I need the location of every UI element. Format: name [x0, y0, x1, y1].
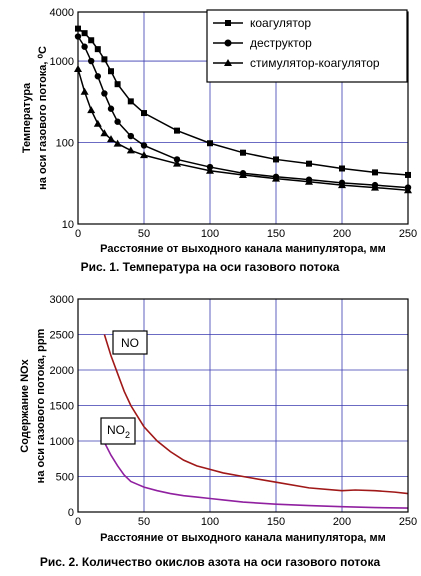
chart2-y-tick-label: 1500 [50, 401, 74, 413]
chart1-point-triangle [126, 146, 135, 154]
chart1-point-square [127, 98, 134, 105]
chart1-point-square [273, 156, 279, 163]
chart1-y-tick-labels: 10 100 1000 4000 [50, 7, 74, 231]
chart1-legend: коагулятор деструктор стимулятор-коагуля… [206, 9, 408, 83]
chart1-x-tick-label: 100 [201, 228, 219, 240]
annotation-no-label: NO [121, 336, 139, 350]
annotation-no2-box [100, 417, 136, 445]
chart1-y-tick-label: 4000 [50, 7, 74, 19]
chart1-x-tick-label: 150 [267, 228, 285, 240]
chart1-y-tick-label: 1000 [50, 56, 74, 68]
chart1-point-triangle [107, 135, 115, 143]
chart2-y-tick-label: 2000 [50, 365, 74, 377]
chart1-point-circle [94, 73, 102, 80]
chart2-caption: Рис. 2. Количество окислов азота на оси … [40, 555, 381, 569]
chart2-series-line-no2 [103, 442, 409, 509]
chart2-x-tick-label: 0 [75, 516, 81, 528]
chart2-series-line-no [103, 334, 409, 495]
chart1-point-circle [81, 43, 88, 50]
chart1-point-triangle [87, 106, 96, 114]
chart1-point-square [372, 169, 378, 176]
legend-circle-marker-icon [224, 39, 232, 47]
legend-label-destruktor: деструктор [250, 36, 312, 50]
chart1-point-triangle [371, 183, 379, 191]
annotation-no2: NO2 [100, 417, 136, 445]
chart1-point-square [339, 165, 345, 172]
chart2-x-tick-label: 150 [267, 516, 285, 528]
chart1-point-circle [140, 142, 148, 149]
chart1-point-square [141, 110, 147, 117]
chart2-y-axis-label-line2: на оси газового потока, ppm [35, 328, 47, 483]
legend-label-koagulator: коагулятор [250, 16, 311, 30]
chart1-point-triangle [272, 174, 280, 182]
chart2-x-tick-label: 250 [399, 516, 417, 528]
chart2-y-tick-label: 3000 [50, 294, 74, 306]
chart1-point-circle [107, 105, 115, 112]
chart2-y-tick-label: 0 [68, 507, 74, 519]
chart1-caption: Рис. 1. Температура на оси газового пото… [81, 260, 340, 274]
chart1-y-tick-label: 100 [56, 138, 74, 150]
chart1-point-triangle [113, 139, 122, 147]
annotation-no-box [112, 330, 148, 355]
chart1-point-triangle [140, 151, 148, 159]
chart2-y-tick-label: 500 [56, 472, 74, 484]
chart2-x-tick-label: 200 [333, 516, 351, 528]
chart1-point-square [174, 127, 180, 134]
chart2-y-tick-label: 2500 [50, 330, 74, 342]
chart1-y-axis-label-line1: Температура [21, 82, 33, 153]
chart1-point-triangle [239, 170, 247, 178]
chart1-x-axis-label: Расстояние от выходного канала манипулят… [100, 243, 386, 255]
chart1-point-circle [101, 90, 108, 97]
chart1-point-square [114, 81, 121, 88]
legend-label-stimulator: стимулятор-коагулятор [250, 56, 380, 70]
chart1-point-circle [88, 57, 95, 65]
chart1-x-tick-label: 250 [399, 228, 417, 240]
annotation-no2-label: NO2 [107, 423, 130, 440]
chart1-legend-box [206, 9, 408, 83]
chart1-point-square [81, 30, 88, 37]
chart1-point-triangle [305, 177, 313, 185]
chart1-point-circle [114, 118, 121, 125]
chart1-x-tick-label: 200 [333, 228, 351, 240]
chart1-point-circle [127, 132, 134, 140]
chart2-y-tick-labels: 0 500 1000 1500 2000 2500 3000 [50, 294, 74, 519]
chart1-point-triangle [93, 119, 102, 127]
chart1-point-square [240, 149, 246, 156]
chart2-x-tick-label: 50 [138, 516, 150, 528]
chart1-x-tick-label: 50 [138, 228, 150, 240]
annotation-no2-text: NO [107, 423, 125, 437]
chart1-point-triangle [173, 159, 181, 167]
nox-chart: 0 50 100 150 200 250 0 500 1000 1500 2000 2500 3000… [19, 294, 417, 569]
chart2-x-tick-labels: 0 50 100 150 200 250 [75, 516, 417, 528]
legend-square-marker-icon [225, 20, 231, 26]
chart1-point-circle [173, 156, 181, 163]
chart1-point-square [207, 140, 213, 147]
chart1-point-triangle [80, 87, 89, 95]
chart2-plot-frame [77, 298, 409, 513]
temperature-chart: 0 50 100 150 200 250 10 100 1000 4000 Расстояние… [21, 7, 417, 274]
chart2-x-tick-label: 100 [201, 516, 219, 528]
annotation-no: NO [112, 330, 148, 355]
chart1-point-square [101, 56, 108, 63]
chart1-point-triangle [100, 129, 109, 137]
chart1-point-triangle [206, 166, 214, 174]
chart1-y-tick-label: 10 [62, 219, 74, 231]
chart2-y-axis-label-line1: Содержание NOx [19, 358, 31, 452]
chart1-y-axis-label-line2: на оси газового потока, ⁰С [37, 46, 49, 190]
chart1-x-tick-label: 0 [75, 228, 81, 240]
chart1-point-square [306, 160, 312, 167]
chart1-point-triangle [338, 181, 346, 189]
chart2-y-tick-label: 1000 [50, 436, 74, 448]
chart1-point-square [108, 68, 114, 75]
legend-triangle-marker-icon [224, 59, 232, 66]
chart1-x-tick-labels: 0 50 100 150 200 250 [75, 228, 417, 240]
annotation-no2-subscript: 2 [125, 430, 130, 440]
chart2-series-group [103, 334, 409, 509]
chart1-point-square [94, 46, 101, 53]
chart2-x-axis-label: Расстояние от выходного канала манипулят… [100, 532, 386, 544]
chart1-point-square [88, 37, 95, 44]
